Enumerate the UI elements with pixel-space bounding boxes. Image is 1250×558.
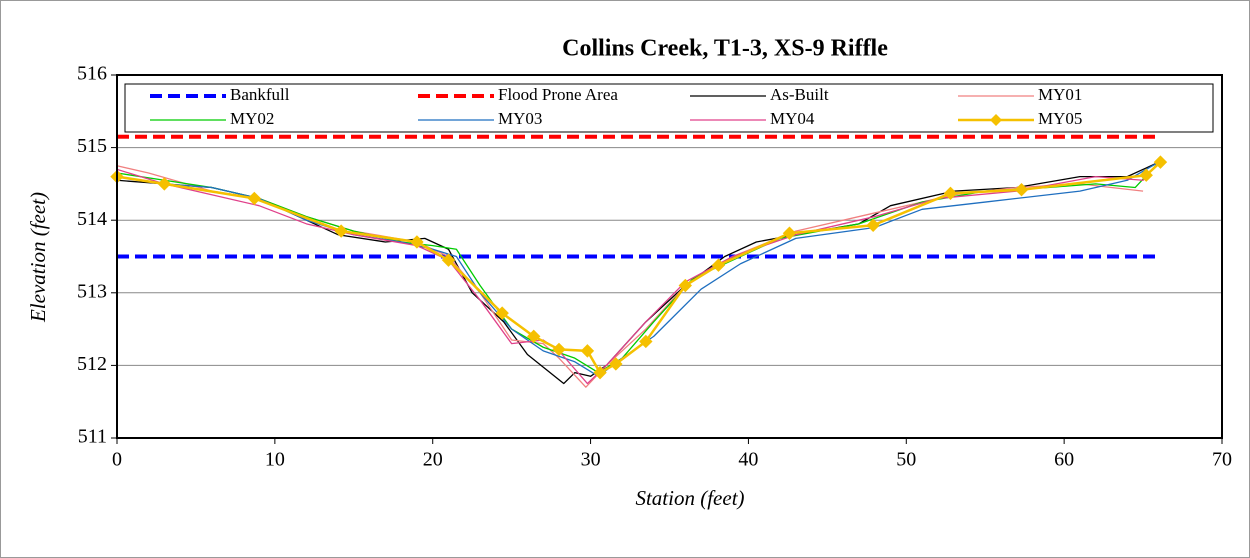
legend-box: [124, 83, 1214, 133]
x-tick-label: 30: [581, 449, 601, 471]
legend-label: MY02: [230, 109, 274, 128]
data-point: [527, 329, 541, 344]
y-axis-title: Elevation (feet): [26, 192, 50, 323]
x-tick-label: 20: [423, 449, 443, 471]
data-point: [552, 342, 566, 357]
data-point: [441, 253, 456, 267]
x-tick-label: 50: [896, 449, 916, 471]
data-point: [593, 365, 607, 380]
data-point: [711, 258, 726, 272]
x-tick-label: 40: [738, 449, 758, 471]
data-point: [943, 186, 958, 201]
data-point: [247, 191, 262, 206]
data-point: [866, 218, 880, 232]
y-tick-label: 513: [77, 280, 107, 302]
x-tick-label: 70: [1212, 449, 1232, 471]
data-point: [410, 235, 424, 249]
data-point: [495, 306, 509, 320]
y-tick-label: 516: [77, 63, 107, 85]
data-point: [1014, 183, 1029, 197]
legend-marker: [990, 114, 1002, 126]
x-tick-label: 0: [112, 449, 122, 471]
y-tick-label: 514: [77, 208, 107, 230]
x-axis-title: Station (feet): [635, 486, 744, 510]
data-point: [157, 177, 172, 191]
legend-label: Bankfull: [230, 85, 290, 104]
legend-label: MY04: [770, 109, 815, 128]
series-line: [116, 161, 1160, 377]
legend-label: MY03: [498, 109, 542, 128]
legend-label: Flood Prone Area: [498, 85, 618, 104]
data-point: [1139, 168, 1153, 182]
data-point: [782, 226, 797, 240]
legend-label: MY01: [1038, 85, 1082, 104]
data-point: [678, 278, 692, 293]
data-point: [639, 334, 653, 349]
legend-label: MY05: [1038, 109, 1082, 128]
x-tick-label: 10: [265, 449, 285, 471]
data-point: [609, 357, 623, 371]
chart-title: Collins Creek, T1-3, XS-9 Riffle: [562, 36, 888, 62]
y-tick-label: 511: [78, 426, 107, 448]
legend-label: As-Built: [770, 85, 829, 104]
data-point: [580, 344, 595, 358]
legend: Bankfull Flood Prone Area As-Built MY01 MY02…: [124, 83, 1214, 133]
data-point: [1153, 155, 1168, 169]
x-tick-label: 60: [1054, 449, 1074, 471]
plot-border: [116, 74, 1223, 439]
y-tick-label: 512: [77, 353, 107, 375]
data-point: [334, 224, 348, 238]
y-tick-label: 515: [77, 135, 107, 157]
